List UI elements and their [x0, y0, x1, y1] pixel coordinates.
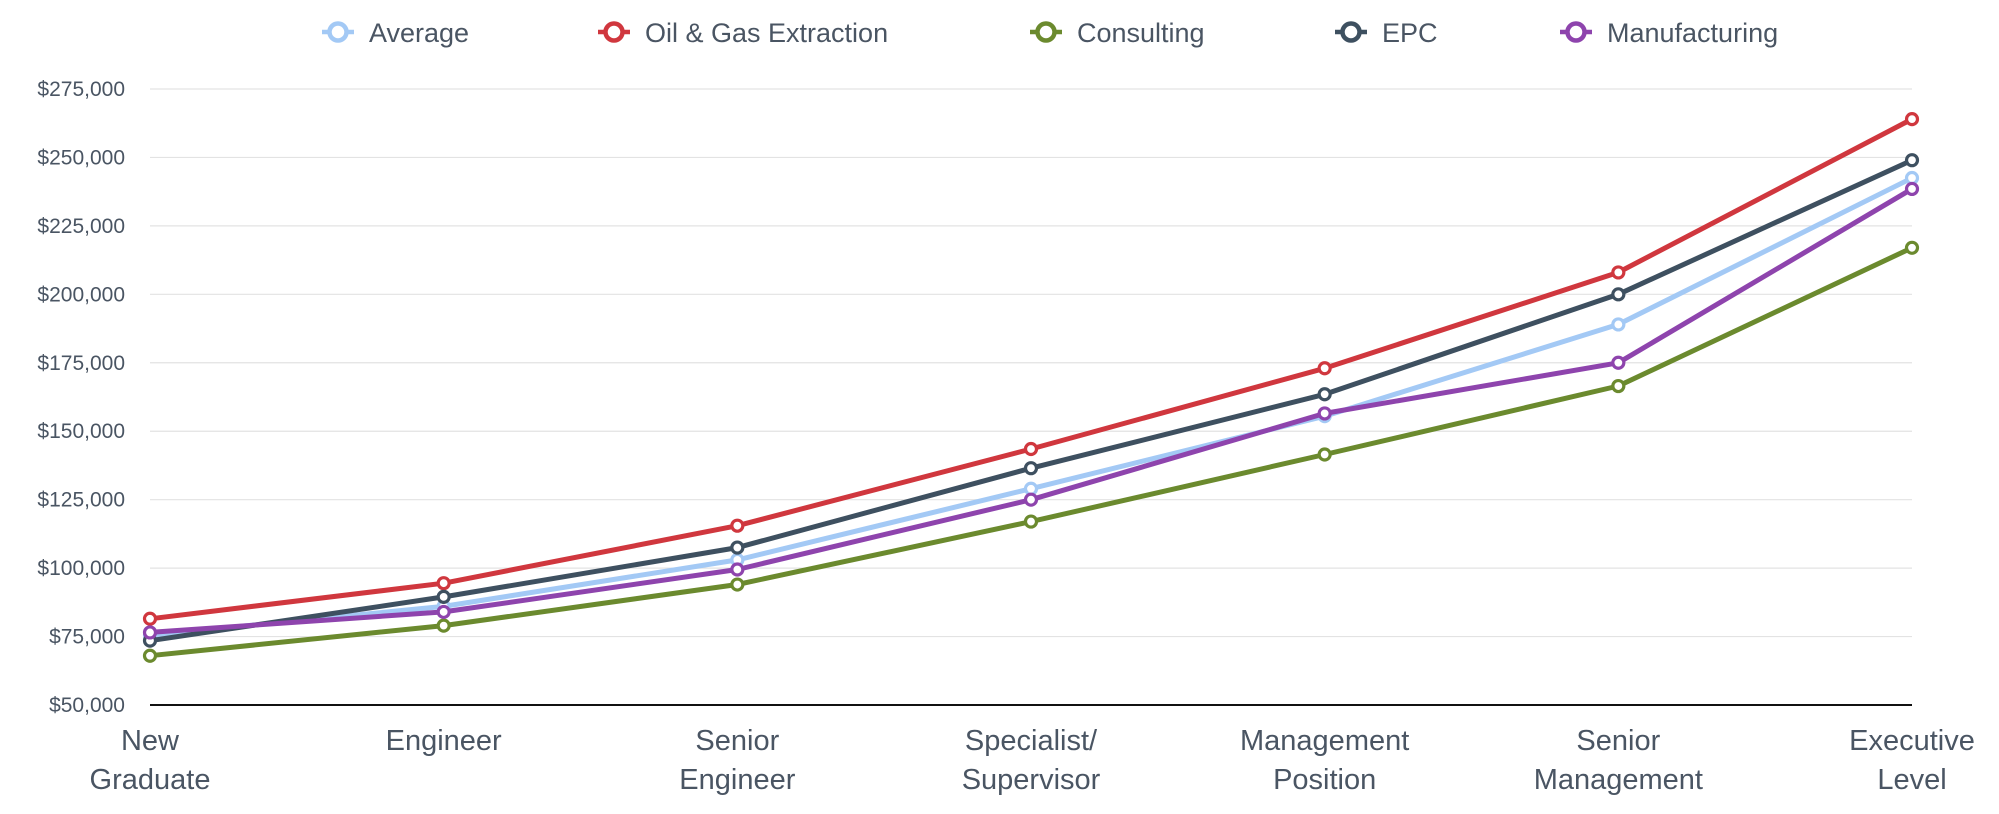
data-point: [1023, 481, 1039, 496]
legend-label: Manufacturing: [1607, 18, 1778, 48]
y-tick-label: $50,000: [49, 694, 125, 717]
legend-label: EPC: [1382, 18, 1438, 48]
x-tick-label-line: Graduate: [90, 764, 211, 796]
x-tick-label-line: Engineer: [386, 725, 502, 757]
legend-marker: [327, 21, 349, 43]
legend: Average Oil & Gas Extraction Consulting EPC…: [322, 18, 1778, 48]
legend-marker: [1035, 21, 1057, 43]
series-oil-gas-extraction: [142, 112, 1920, 626]
series-average: [142, 170, 1920, 643]
y-tick-label: $250,000: [37, 146, 125, 169]
x-tick-label-line: New: [121, 725, 180, 757]
data-point: [1317, 387, 1332, 402]
legend-marker: [1565, 21, 1587, 43]
data-point: [730, 562, 745, 577]
data-point: [1904, 153, 1920, 168]
x-tick-label: Senior Management: [1534, 725, 1703, 796]
x-tick-label-line: Executive: [1849, 725, 1975, 757]
y-axis-ticks: $50,000 $75,000 $100,000 $125,000 $150,000 $1…: [37, 78, 125, 717]
legend-label: Oil & Gas Extraction: [645, 18, 888, 48]
x-tick-label-line: Engineer: [679, 764, 795, 796]
x-tick-label: Senior Engineer: [679, 725, 795, 796]
x-tick-label-line: Level: [1877, 764, 1946, 796]
y-tick-label: $150,000: [37, 420, 125, 443]
legend-item: Manufacturing: [1560, 18, 1778, 48]
series-manufacturing: [142, 181, 1920, 640]
legend-item: Average: [322, 18, 469, 48]
y-tick-label: $100,000: [37, 557, 125, 580]
data-point: [1611, 378, 1626, 394]
data-point: [1317, 406, 1332, 421]
y-tick-label: $75,000: [49, 626, 125, 649]
legend-marker: [1340, 21, 1362, 43]
data-point: [730, 577, 745, 592]
legend-item: EPC: [1335, 18, 1438, 48]
x-tick-label-line: Supervisor: [962, 764, 1101, 796]
data-point: [1904, 240, 1920, 255]
x-tick-label: Engineer: [386, 725, 502, 757]
data-point: [1317, 361, 1332, 376]
data-point: [730, 518, 745, 533]
x-tick-label: Specialist/Supervisor: [962, 725, 1101, 796]
data-point: [1023, 461, 1039, 476]
data-point: [142, 648, 158, 663]
x-tick-label: Management Position: [1240, 725, 1409, 796]
data-point: [1904, 181, 1920, 197]
x-axis-ticks: New Graduate Engineer Senior Engineer Special…: [90, 725, 1975, 796]
legend-item: Oil & Gas Extraction: [598, 18, 888, 48]
legend-marker: [603, 21, 625, 43]
y-tick-label: $125,000: [37, 489, 125, 512]
x-tick-label-line: Senior: [695, 725, 779, 757]
series-line: [147, 175, 1915, 638]
legend-item: Consulting: [1030, 18, 1205, 48]
data-point: [1904, 112, 1920, 127]
data-point: [1904, 170, 1920, 186]
data-point: [1611, 355, 1626, 370]
y-tick-label: $175,000: [37, 352, 125, 375]
series-lines: [142, 112, 1920, 663]
data-point: [142, 611, 158, 626]
y-tick-label: $200,000: [37, 283, 125, 306]
data-point: [1023, 441, 1039, 457]
data-point: [436, 589, 451, 604]
legend-label: Consulting: [1077, 18, 1205, 48]
legend-label: Average: [369, 18, 469, 48]
data-point: [436, 576, 451, 591]
y-tick-label: $225,000: [37, 215, 125, 238]
data-point: [1317, 447, 1332, 462]
data-point: [1023, 492, 1039, 507]
data-point: [1611, 265, 1626, 280]
data-point: [1611, 287, 1626, 302]
series-epc: [142, 153, 1920, 648]
data-point: [142, 625, 158, 640]
series-consulting: [142, 240, 1920, 663]
x-tick-label: New Graduate: [90, 725, 211, 796]
x-tick-label-line: Management: [1240, 725, 1409, 757]
x-tick-label-line: Position: [1273, 764, 1376, 796]
data-point: [1611, 317, 1626, 332]
x-tick-label-line: Senior: [1576, 725, 1660, 757]
x-tick-label: Executive Level: [1849, 725, 1975, 796]
x-tick-label-line: Specialist/: [965, 725, 1098, 757]
x-tick-label-line: Management: [1534, 764, 1703, 796]
data-point: [1023, 514, 1039, 529]
data-point: [436, 604, 451, 620]
y-tick-label: $275,000: [37, 78, 125, 101]
gridlines: [150, 88, 1912, 638]
series-line: [147, 116, 1915, 622]
data-point: [730, 540, 745, 555]
data-point: [436, 618, 451, 633]
